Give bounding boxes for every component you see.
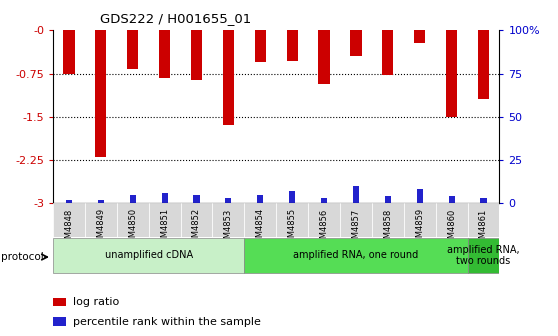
FancyBboxPatch shape: [85, 203, 117, 237]
Text: GSM4861: GSM4861: [479, 208, 488, 249]
Text: unamplified cDNA: unamplified cDNA: [104, 250, 193, 260]
Bar: [127, 30, 138, 70]
Bar: [53, 298, 66, 306]
Text: amplified RNA,
two rounds: amplified RNA, two rounds: [447, 245, 520, 266]
Text: GSM4857: GSM4857: [352, 208, 360, 249]
Text: GSM4855: GSM4855: [288, 208, 297, 248]
Text: GDS222 / H001655_01: GDS222 / H001655_01: [100, 12, 252, 25]
FancyBboxPatch shape: [53, 238, 244, 273]
Bar: [225, 198, 232, 203]
Bar: [319, 30, 330, 84]
Bar: [417, 190, 423, 203]
Bar: [254, 30, 266, 62]
Bar: [480, 198, 487, 203]
FancyBboxPatch shape: [244, 203, 276, 237]
Bar: [446, 30, 457, 117]
FancyBboxPatch shape: [148, 203, 181, 237]
Text: amplified RNA, one round: amplified RNA, one round: [294, 250, 418, 260]
Text: GSM4856: GSM4856: [320, 208, 329, 249]
FancyBboxPatch shape: [244, 238, 468, 273]
Bar: [321, 198, 327, 203]
FancyBboxPatch shape: [276, 203, 308, 237]
FancyBboxPatch shape: [213, 203, 244, 237]
Text: GSM4859: GSM4859: [415, 208, 424, 248]
FancyBboxPatch shape: [117, 203, 148, 237]
Bar: [53, 317, 66, 326]
FancyBboxPatch shape: [468, 203, 499, 237]
Bar: [64, 30, 75, 74]
FancyBboxPatch shape: [53, 203, 85, 237]
Bar: [223, 30, 234, 125]
FancyBboxPatch shape: [181, 203, 213, 237]
Bar: [129, 195, 136, 203]
FancyBboxPatch shape: [340, 203, 372, 237]
Bar: [66, 200, 72, 203]
Text: GSM4858: GSM4858: [383, 208, 392, 249]
Text: percentile rank within the sample: percentile rank within the sample: [73, 317, 261, 327]
Bar: [287, 30, 298, 61]
Bar: [414, 30, 425, 43]
Bar: [162, 193, 167, 203]
FancyBboxPatch shape: [372, 203, 404, 237]
FancyBboxPatch shape: [308, 203, 340, 237]
FancyBboxPatch shape: [404, 203, 436, 237]
Text: GSM4853: GSM4853: [224, 208, 233, 249]
Bar: [257, 195, 263, 203]
FancyBboxPatch shape: [436, 203, 468, 237]
Bar: [385, 196, 391, 203]
Bar: [478, 30, 489, 99]
Bar: [350, 30, 362, 56]
Bar: [382, 30, 393, 75]
Text: protocol: protocol: [1, 252, 44, 262]
Text: GSM4851: GSM4851: [160, 208, 169, 248]
Bar: [353, 186, 359, 203]
Text: GSM4849: GSM4849: [97, 208, 105, 248]
Bar: [159, 30, 170, 78]
Bar: [191, 30, 202, 80]
Bar: [289, 191, 295, 203]
Text: GSM4848: GSM4848: [65, 208, 74, 249]
Text: GSM4854: GSM4854: [256, 208, 264, 248]
Text: log ratio: log ratio: [73, 297, 119, 307]
Bar: [98, 200, 104, 203]
Text: GSM4860: GSM4860: [447, 208, 456, 249]
Bar: [95, 30, 107, 157]
Text: GSM4850: GSM4850: [128, 208, 137, 248]
Bar: [194, 195, 200, 203]
Text: GSM4852: GSM4852: [192, 208, 201, 248]
FancyBboxPatch shape: [468, 238, 499, 273]
Bar: [449, 196, 455, 203]
